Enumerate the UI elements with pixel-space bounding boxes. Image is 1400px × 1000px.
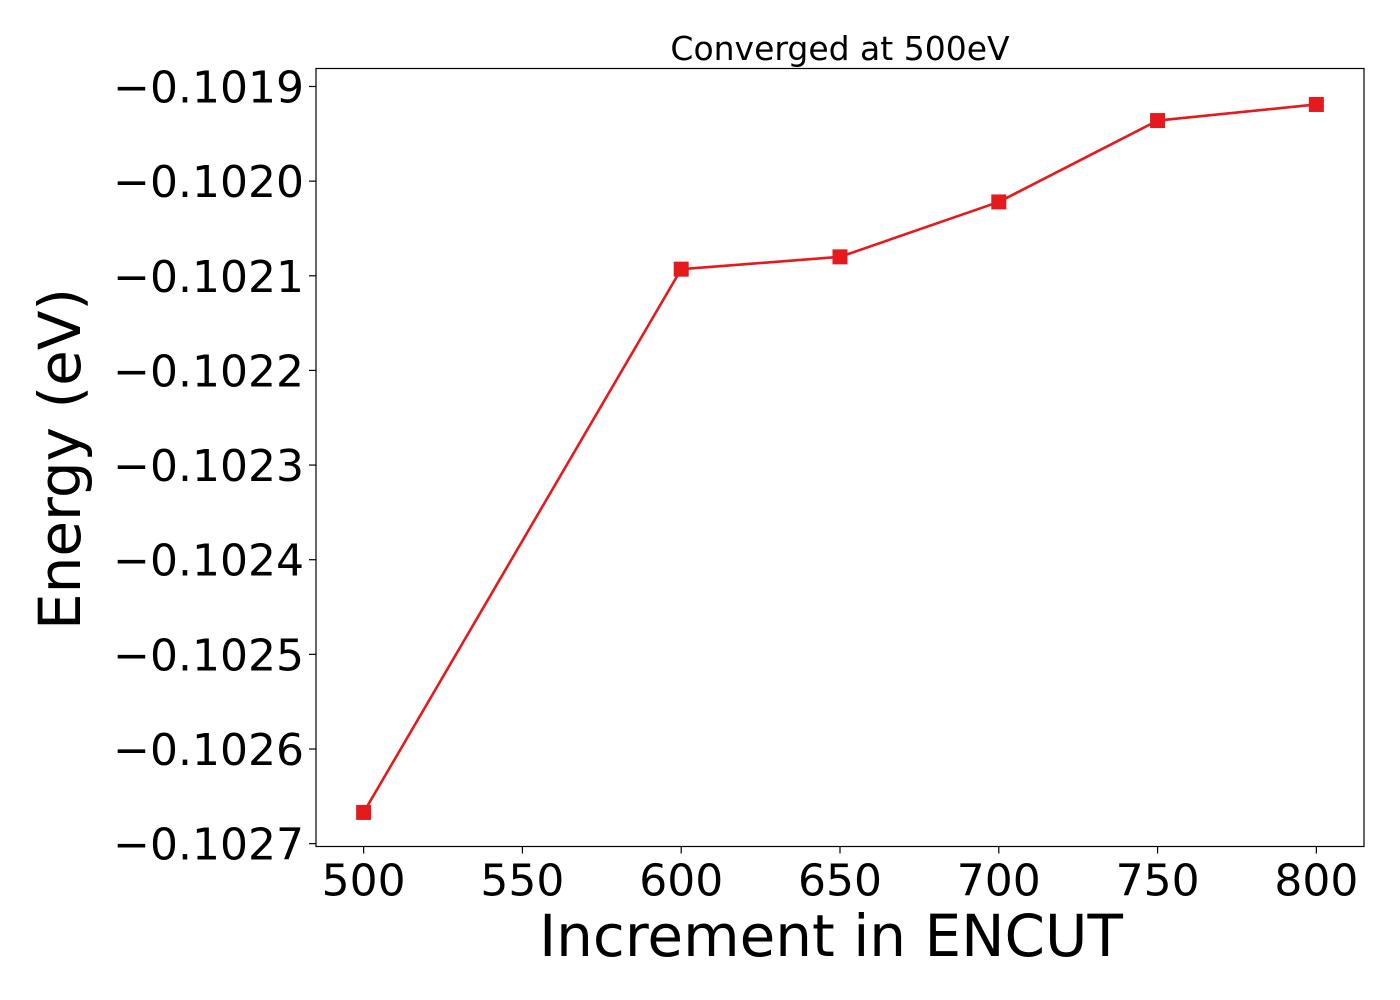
- y-tick-label: −0.1019: [113, 62, 304, 113]
- y-tick-label: −0.1025: [113, 630, 304, 681]
- x-tick-label: 550: [480, 856, 564, 907]
- x-tick-label: 700: [957, 856, 1041, 907]
- y-axis-label: Energy (eV): [26, 288, 94, 630]
- y-tick-label: −0.1027: [113, 820, 304, 871]
- data-point-marker: [673, 261, 689, 277]
- chart-title: Converged at 500eV: [670, 29, 1010, 68]
- series-line: [362, 103, 1317, 814]
- x-tick-label: 650: [798, 856, 882, 907]
- y-tick-label: −0.1020: [113, 157, 304, 208]
- y-tick-label: −0.1026: [113, 725, 304, 776]
- data-point-marker: [356, 804, 372, 820]
- y-tick-label: −0.1021: [113, 252, 304, 303]
- axes-frame: [315, 67, 1365, 848]
- x-axis-label: Increment in ENCUT: [539, 902, 1123, 970]
- data-point-marker: [1308, 96, 1324, 112]
- y-tick-label: −0.1023: [113, 441, 304, 492]
- plot-area: 500 550 600 650 700 750 800 −0.1019 −0.1020 −0.10…: [113, 62, 1358, 906]
- x-tick-label: 500: [322, 856, 406, 907]
- data-point-marker: [1150, 113, 1166, 129]
- x-tick-label: 800: [1274, 856, 1358, 907]
- data-point-marker: [991, 194, 1007, 210]
- y-tick-label: −0.1022: [113, 346, 304, 397]
- x-tick-label: 750: [1116, 856, 1200, 907]
- x-tick-label: 600: [639, 856, 723, 907]
- y-tick-label: −0.1024: [113, 536, 304, 587]
- data-point-marker: [832, 249, 848, 265]
